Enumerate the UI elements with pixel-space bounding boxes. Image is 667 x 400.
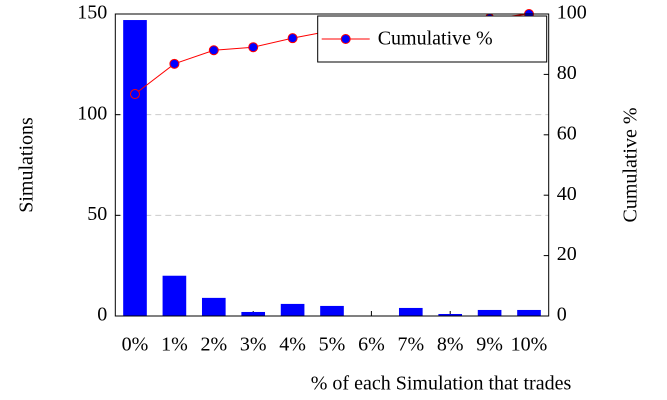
legend-marker — [340, 34, 351, 44]
cumulative-marker — [208, 45, 219, 56]
y-tick-label: 50 — [87, 203, 107, 225]
y-axis-label: Simulations — [16, 117, 38, 213]
y-tick-label: 100 — [77, 102, 107, 124]
cumulative-marker — [248, 42, 259, 53]
bar — [320, 305, 344, 316]
bar — [241, 311, 266, 316]
x-axis-label: % of each Simulation that trades — [311, 373, 572, 395]
bar — [162, 275, 187, 316]
x-tick-label: 5% — [319, 334, 346, 356]
x-tick-label: 7% — [397, 334, 424, 356]
x-tick-label: 3% — [240, 334, 267, 356]
y2-tick-label: 0 — [557, 304, 567, 326]
x-tick-label: 2% — [200, 334, 227, 356]
x-tick-label: 9% — [476, 334, 503, 356]
bar — [398, 307, 423, 316]
x-tick-label: 0% — [122, 334, 149, 356]
y-tick-label: 150 — [77, 2, 107, 24]
bar — [517, 309, 541, 316]
x-tick-label: 1% — [161, 334, 188, 356]
plot-frame — [114, 13, 550, 317]
x-tick-label: 6% — [358, 334, 385, 356]
y-tick-label: 0 — [97, 304, 107, 326]
y2-tick-label: 40 — [557, 183, 577, 205]
cumulative-marker — [287, 33, 298, 44]
bar — [123, 20, 147, 316]
y2-tick-label: 60 — [557, 122, 577, 144]
bar — [438, 313, 463, 316]
y2-axis-label: Cumulative % — [620, 108, 642, 223]
legend-label: Cumulative % — [378, 28, 493, 50]
x-tick-label: 10% — [511, 334, 548, 356]
y2-tick-label: 20 — [557, 243, 577, 265]
y2-tick-label: 100 — [557, 2, 587, 24]
cumulative-marker — [169, 58, 180, 69]
x-tick-label: 4% — [279, 334, 306, 356]
x-tick-label: 8% — [437, 334, 464, 356]
cumulative-marker — [130, 89, 140, 100]
bar — [201, 297, 226, 316]
bar — [477, 309, 502, 316]
y2-tick-label: 80 — [557, 62, 577, 84]
bar — [280, 303, 305, 316]
